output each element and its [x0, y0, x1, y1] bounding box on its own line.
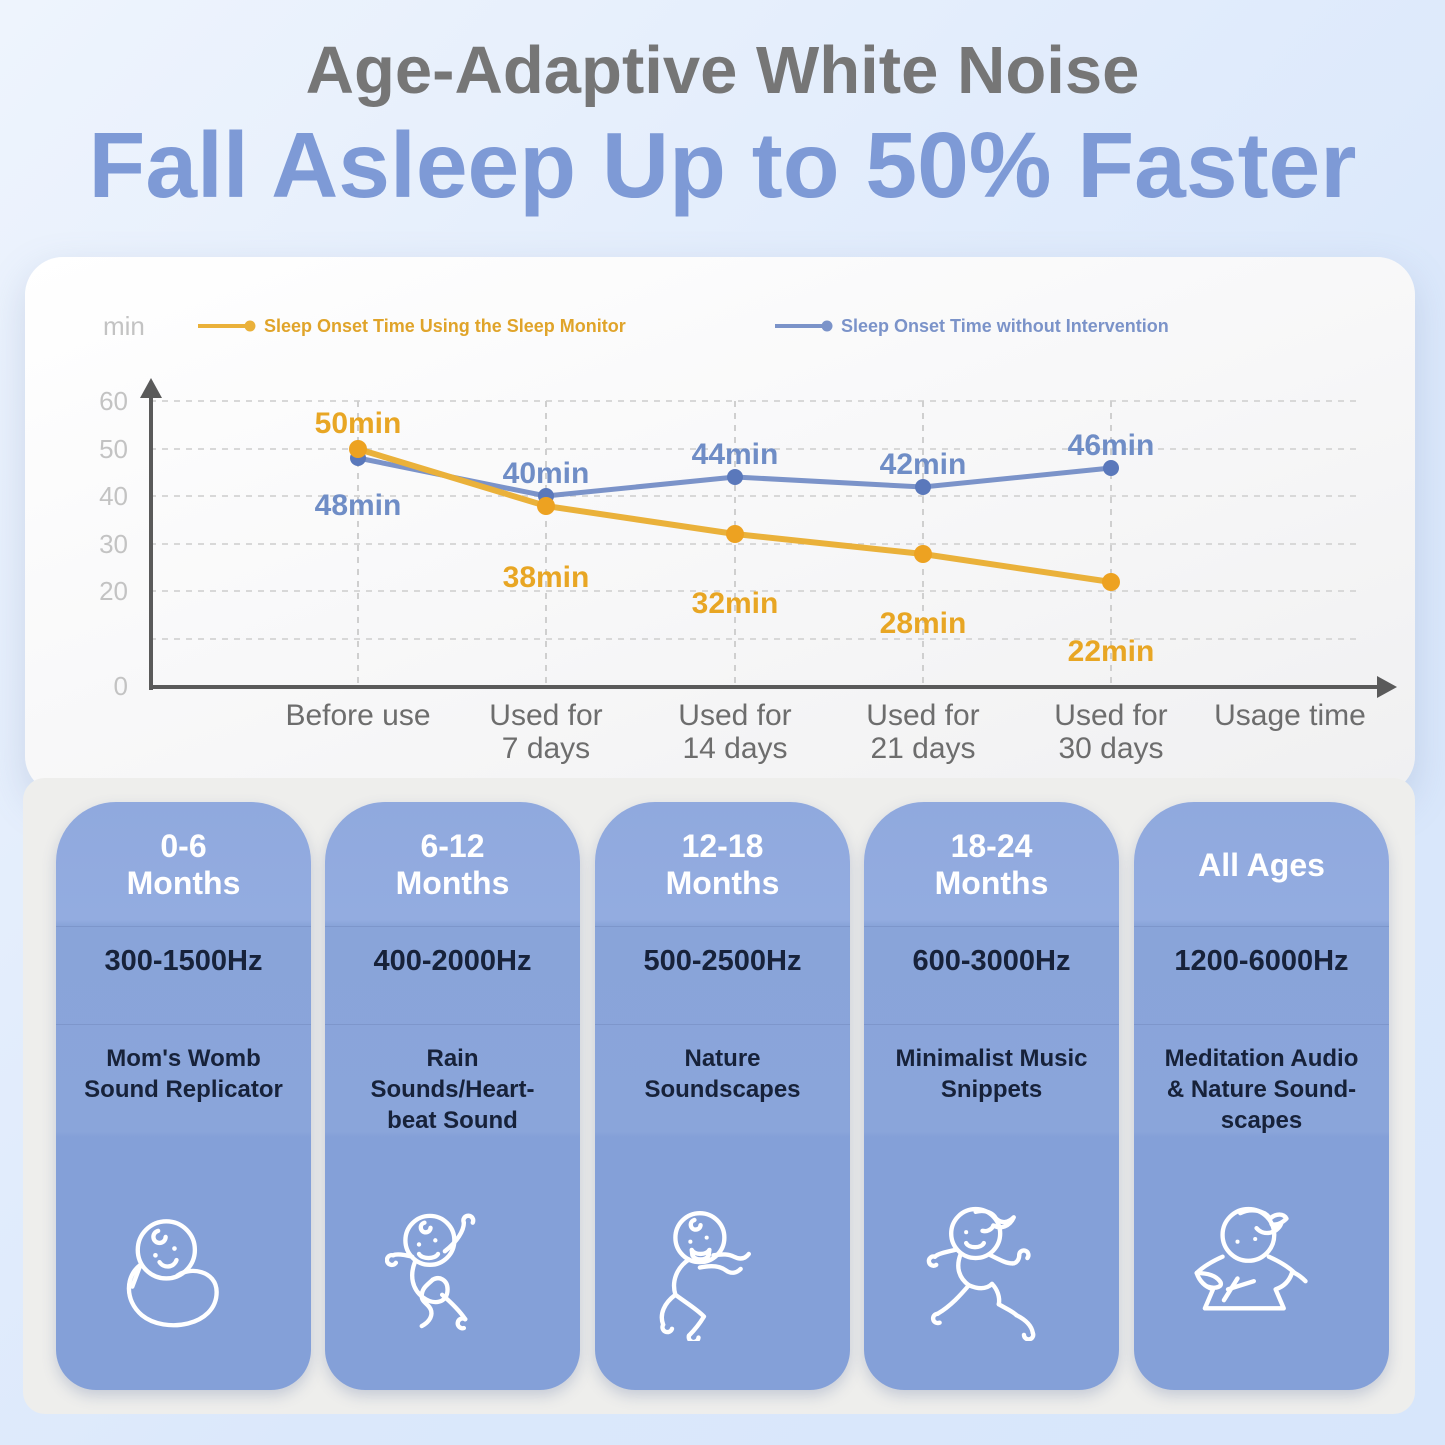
svg-text:0: 0 [114, 671, 128, 701]
svg-text:Used for: Used for [489, 699, 602, 732]
svg-text:22min: 22min [1068, 635, 1155, 668]
svg-text:20: 20 [99, 576, 128, 606]
svg-text:60: 60 [99, 386, 128, 416]
svg-text:42min: 42min [880, 448, 967, 481]
svg-text:38min: 38min [503, 561, 590, 594]
svg-text:32min: 32min [692, 587, 779, 620]
svg-text:50min: 50min [315, 407, 402, 440]
svg-text:46min: 46min [1068, 429, 1155, 462]
svg-text:Sleep Onset Time without Inter: Sleep Onset Time without Intervention [841, 316, 1169, 336]
svg-text:48min: 48min [315, 489, 402, 522]
svg-text:30 days: 30 days [1058, 732, 1163, 765]
svg-text:Used for: Used for [1054, 699, 1167, 732]
svg-text:30: 30 [99, 529, 128, 559]
svg-text:Used for: Used for [866, 699, 979, 732]
svg-text:28min: 28min [880, 607, 967, 640]
svg-text:21 days: 21 days [870, 732, 975, 765]
svg-text:Used for: Used for [678, 699, 791, 732]
svg-text:Before use: Before use [285, 699, 430, 732]
svg-text:40min: 40min [503, 457, 590, 490]
svg-text:14 days: 14 days [682, 732, 787, 765]
svg-text:min: min [103, 311, 145, 341]
svg-text:44min: 44min [692, 438, 779, 471]
svg-text:7 days: 7 days [502, 732, 590, 765]
svg-text:50: 50 [99, 434, 128, 464]
svg-text:Sleep Onset Time Using the Sle: Sleep Onset Time Using the Sleep Monitor [264, 316, 626, 336]
svg-text:40: 40 [99, 481, 128, 511]
svg-text:Usage time: Usage time [1214, 699, 1366, 732]
